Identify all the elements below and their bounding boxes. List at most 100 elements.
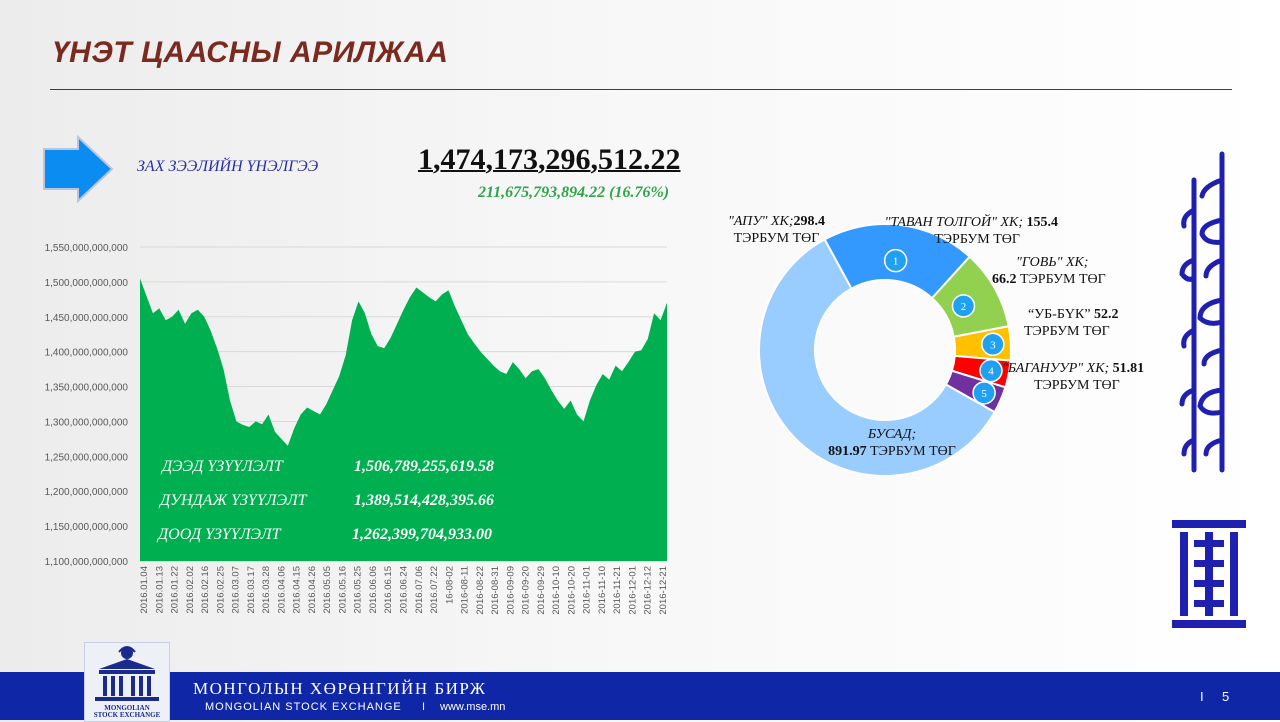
- slice-number-label: 3: [990, 339, 996, 351]
- x-tick-label: 2016-11-10: [597, 566, 608, 614]
- mse-building-icon: [95, 646, 159, 701]
- pie-label-unit: ТЭРБУМ ТӨГ: [870, 444, 956, 459]
- exchange-url-link[interactable]: www.mse.mn: [440, 701, 506, 713]
- x-tick-label: 2016-08-31: [490, 566, 501, 615]
- x-tick-label: 2016.05.05: [322, 566, 333, 614]
- stat-label: ДЭЭД ҮЗҮҮЛЭЛТ: [162, 458, 283, 475]
- arrow-right-icon: [43, 135, 114, 203]
- x-tick-label: 2016-12-12: [643, 566, 654, 615]
- mse-logo: MONGOLIAN STOCK EXCHANGE: [84, 642, 170, 722]
- x-tick-label: 2016.05.25: [353, 566, 364, 614]
- stat-label: ДУНДАЖ ҮЗҮҮЛЭЛТ: [160, 492, 307, 509]
- y-tick-label: 1,250,000,000,000: [45, 452, 129, 463]
- x-tick-label: 2016.06.24: [399, 566, 410, 614]
- pie-label-ub-buk: “УБ-БҮК” 52.2 ТЭРБУМ ТӨГ: [1024, 306, 1119, 340]
- y-tick-label: 1,500,000,000,000: [45, 278, 129, 289]
- pie-label-name: "ТАВАН ТОЛГОЙ" ХК;: [884, 215, 1023, 230]
- x-tick-label: 2016.03.07: [231, 566, 242, 614]
- pie-label-name: "ГОВЬ" ХК;: [1016, 255, 1089, 270]
- stat-label: ДООД ҮЗҮҮЛЭЛТ: [158, 526, 281, 543]
- pie-label-value: 52.2: [1094, 307, 1119, 322]
- market-cap-change: 211,675,793,894.22 (16.76%): [478, 184, 670, 201]
- logo-caption-line: STOCK EXCHANGE: [93, 711, 161, 719]
- stat-value: 1,389,514,428,395.66: [354, 492, 494, 509]
- y-tick-label: 1,550,000,000,000: [45, 243, 129, 254]
- market-cap-area-chart: 1,100,000,000,000 1,150,000,000,000 1,200,…: [45, 243, 669, 615]
- pie-label-unit: ТЭРБУМ ТӨГ: [934, 232, 1020, 247]
- slice-number-badge: [981, 332, 1005, 357]
- x-tick-label: 16-08-02: [444, 566, 455, 604]
- x-tick-label: 2016-11-21: [612, 566, 623, 614]
- pie-label-tavan-tolgoi: "ТАВАН ТОЛГОЙ" ХК; 155.4 ТЭРБУМ ТӨГ: [872, 214, 1058, 248]
- y-tick-label: 1,200,000,000,000: [45, 487, 129, 498]
- stat-value: 1,262,399,704,933.00: [352, 526, 492, 543]
- x-tick-label: 2016.05.16: [337, 566, 348, 614]
- exchange-name-en: MONGOLIAN STOCK EXCHANGE: [205, 701, 402, 713]
- pie-label-unit: ТЭРБУМ ТӨГ: [1034, 378, 1120, 393]
- y-tick-label: 1,300,000,000,000: [45, 417, 129, 428]
- x-tick-label: 2016.04.15: [292, 566, 303, 614]
- logo-caption-line: MONGOLIAN: [104, 704, 150, 712]
- x-tick-label: 2016-09-29: [536, 566, 547, 615]
- stat-value: 1,506,789,255,619.58: [354, 458, 494, 475]
- pie-label-value: 51.81: [1112, 361, 1145, 376]
- slide-title: ҮНЭТ ЦААСНЫ АРИЛЖАА: [52, 36, 449, 69]
- x-tick-label: 2016-09-09: [505, 566, 516, 615]
- logo-caption: MONGOLIAN STOCK EXCHANGE: [85, 705, 169, 719]
- pie-label-value: 891.97: [828, 444, 867, 459]
- y-tick-label: 1,450,000,000,000: [45, 313, 129, 324]
- x-tick-label: 2016.01.04: [139, 566, 150, 614]
- pie-label-value: 155.4: [1026, 215, 1059, 230]
- pie-label-name: “УБ-БҮК”: [1028, 307, 1091, 322]
- pie-label-value: 66.2: [992, 272, 1017, 287]
- pie-label-apu: "АПУ" ХК;298.4 ТЭРБУМ ТӨГ: [728, 213, 825, 247]
- pie-label-name: "БАГАНУУР" ХК;: [1002, 361, 1110, 376]
- x-tick-label: 2016.04.26: [307, 566, 318, 614]
- x-tick-label: 2016.03.28: [261, 566, 272, 614]
- footer-bar: [0, 672, 1280, 720]
- y-tick-label: 1,150,000,000,000: [45, 522, 129, 533]
- y-tick-label: 1,100,000,000,000: [45, 557, 129, 568]
- x-tick-label: 2016.03.17: [246, 566, 257, 614]
- x-tick-label: 2016-10-10: [551, 566, 562, 615]
- market-cap-area-series: [140, 278, 667, 561]
- pie-label-baganuur: "БАГАНУУР" ХК; 51.81 ТЭРБУМ ТӨГ: [1002, 360, 1144, 394]
- pie-label-name: "АПУ" ХК;: [728, 214, 794, 229]
- slice-number-label: 4: [988, 366, 994, 378]
- slice-number-badge: [979, 358, 1003, 383]
- slice-number-label: 1: [893, 256, 899, 268]
- x-tick-label: 2016-10-20: [566, 566, 577, 615]
- pie-label-name: БУСАД;: [867, 427, 917, 442]
- x-tick-label: 2016.07.22: [429, 566, 440, 614]
- mongolian-script-title-graphic: [1172, 151, 1246, 628]
- x-tick-label: 2016.04.06: [276, 566, 287, 614]
- x-tick-label: 2016.02.16: [200, 566, 211, 614]
- pie-label-govi: "ГОВЬ" ХК; 66.2 ТЭРБУМ ТӨГ: [992, 254, 1106, 288]
- x-tick-label: 2016.06.06: [368, 566, 379, 614]
- exchange-name-mn: МОНГОЛЫН ХӨРӨНГИЙН БИРЖ: [193, 679, 487, 698]
- page-number: 5: [1222, 689, 1230, 704]
- x-tick-label: 2016-09-20: [521, 566, 532, 615]
- x-tick-label: 2016.02.25: [215, 566, 226, 614]
- x-tick-label: 2016-12-01: [627, 566, 638, 615]
- x-tick-label: 2016-08-11: [460, 566, 471, 614]
- pie-label-busad: БУСАД; 891.97 ТЭРБУМ ТӨГ: [812, 426, 972, 460]
- x-tick-label: 2016-11-01: [582, 566, 593, 614]
- x-tick-label: 2016-12-21: [658, 566, 669, 615]
- x-tick-label: 2016.06.15: [383, 566, 394, 614]
- title-divider: [50, 89, 1232, 90]
- y-tick-label: 1,400,000,000,000: [45, 348, 129, 359]
- pie-label-value: 298.4: [793, 214, 826, 229]
- x-tick-label: 2016-08-22: [475, 566, 486, 615]
- slice-number-badge: [951, 294, 976, 318]
- slice-number-label: 2: [961, 301, 967, 313]
- x-tick-label: 2016.07.06: [414, 566, 425, 614]
- slice-number-badge: [883, 248, 908, 273]
- pie-label-unit: ТЭРБУМ ТӨГ: [1020, 272, 1106, 287]
- x-tick-label: 2016.01.22: [170, 566, 181, 614]
- pie-label-unit: ТЭРБУМ ТӨГ: [1024, 324, 1110, 339]
- market-cap-donut-chart: 1 2 3 45: [758, 223, 1012, 477]
- page-separator: I: [1200, 689, 1204, 704]
- slice-number-label: 5: [981, 388, 987, 400]
- x-tick-label: 2016.01.13: [154, 566, 165, 614]
